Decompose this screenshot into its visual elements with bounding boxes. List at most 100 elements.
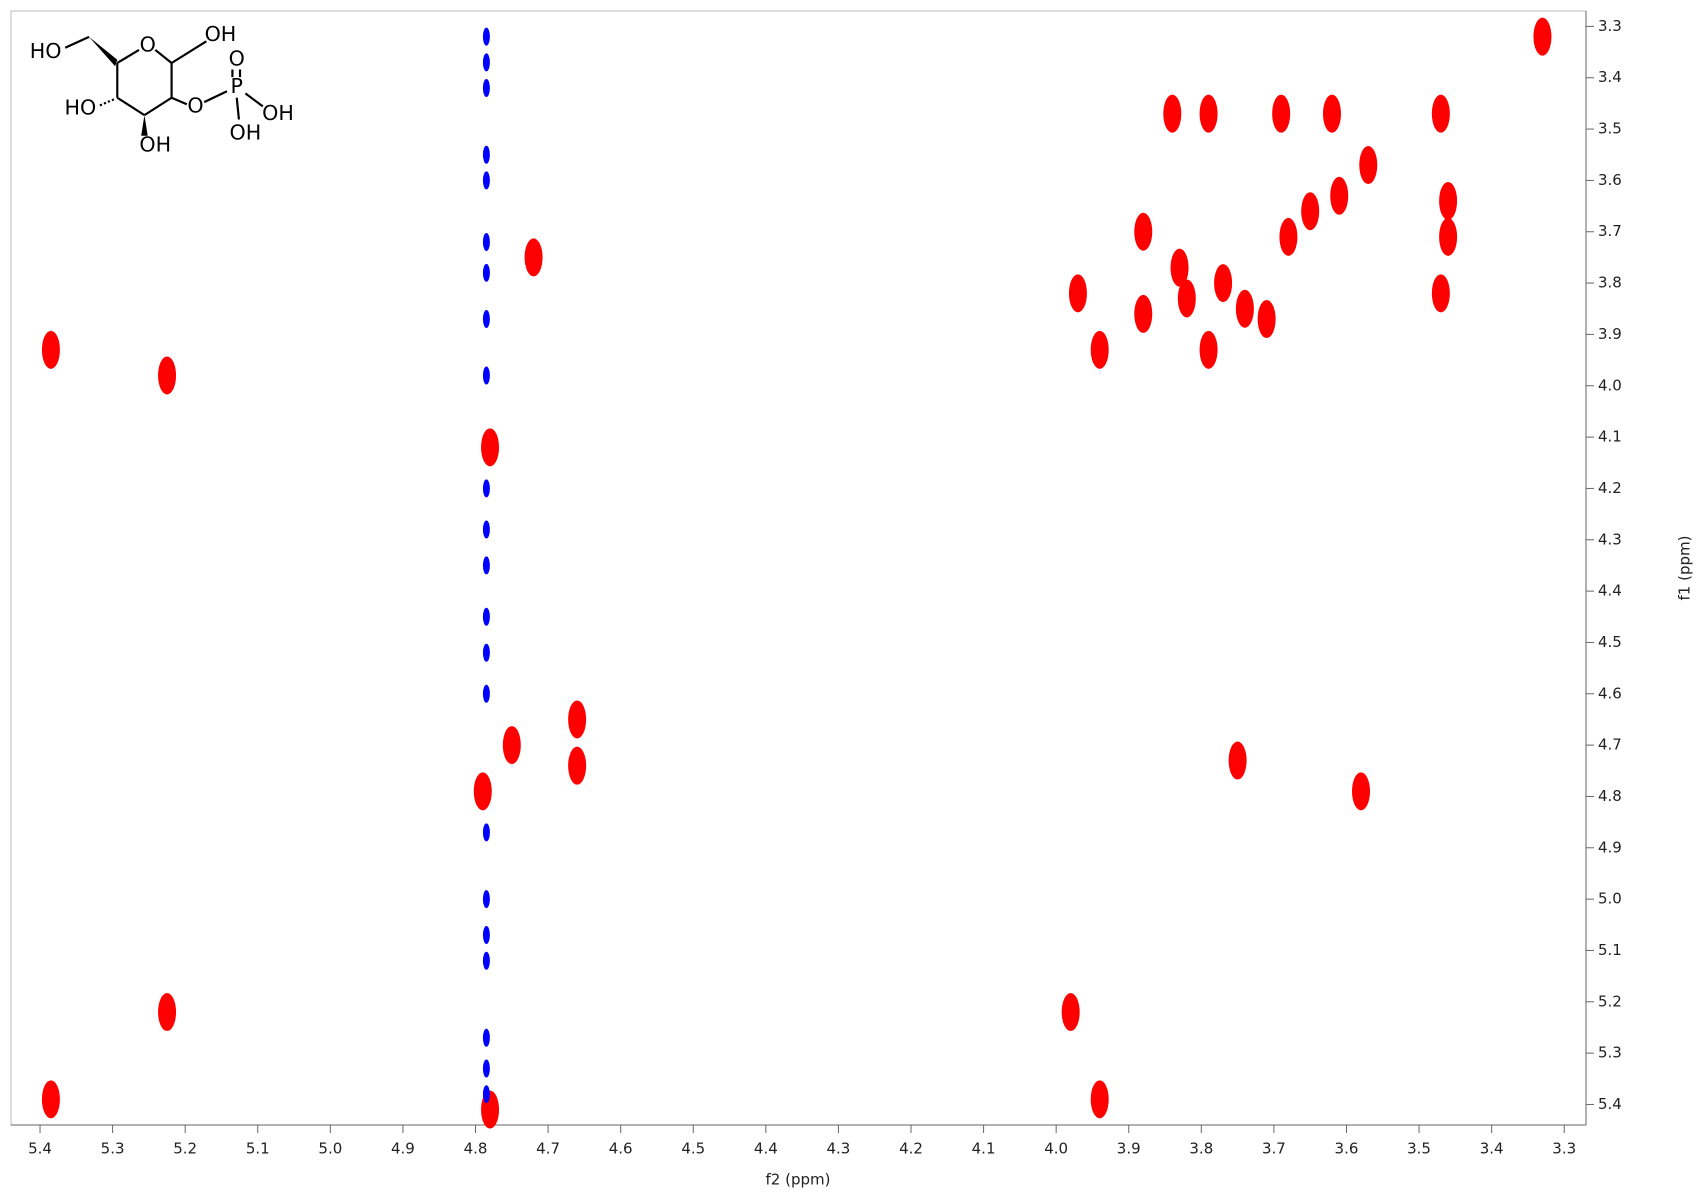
y-tick-label: 3.6 bbox=[1598, 171, 1622, 189]
atom-label: O bbox=[187, 93, 203, 117]
atom-label: OH bbox=[262, 101, 294, 125]
cross-peak bbox=[1134, 213, 1152, 251]
cross-peak bbox=[483, 520, 490, 538]
cross-peak bbox=[1134, 295, 1152, 333]
y-tick-label: 4.7 bbox=[1598, 736, 1622, 754]
cross-peak bbox=[483, 1029, 490, 1047]
x-tick-label: 5.1 bbox=[246, 1140, 270, 1158]
cross-peak bbox=[483, 264, 490, 282]
x-tick-label: 4.6 bbox=[609, 1140, 633, 1158]
cross-peak bbox=[483, 366, 490, 384]
cross-peak bbox=[1200, 331, 1218, 369]
cross-peak bbox=[1432, 274, 1450, 312]
cross-peak bbox=[483, 1060, 490, 1078]
y-tick-label: 4.9 bbox=[1598, 838, 1622, 856]
x-tick-label: 4.5 bbox=[681, 1140, 705, 1158]
cross-peak bbox=[158, 993, 176, 1031]
cross-peak bbox=[1533, 18, 1551, 56]
y-tick-label: 5.1 bbox=[1598, 941, 1622, 959]
cross-peak bbox=[483, 53, 490, 71]
cross-peak bbox=[1279, 218, 1297, 256]
x-tick-label: 4.8 bbox=[464, 1140, 488, 1158]
cross-peak bbox=[42, 1080, 60, 1118]
x-tick-label: 4.1 bbox=[972, 1140, 996, 1158]
y-tick-label: 3.3 bbox=[1598, 17, 1622, 35]
cross-peak bbox=[483, 171, 490, 189]
cross-peak bbox=[483, 644, 490, 662]
x-tick-label: 3.8 bbox=[1189, 1140, 1213, 1158]
cross-peak bbox=[483, 556, 490, 574]
cross-peak bbox=[481, 428, 499, 466]
cross-peak bbox=[483, 1085, 490, 1103]
cross-peak bbox=[1200, 95, 1218, 133]
y-tick-label: 3.5 bbox=[1598, 120, 1622, 138]
cross-peak bbox=[1359, 146, 1377, 184]
y-tick-label: 4.8 bbox=[1598, 787, 1622, 805]
cross-peak bbox=[1178, 279, 1196, 317]
y-tick-label: 3.7 bbox=[1598, 222, 1622, 240]
y-tick-label: 4.4 bbox=[1598, 582, 1622, 600]
cross-peak bbox=[1069, 274, 1087, 312]
x-tick-label: 5.4 bbox=[28, 1140, 52, 1158]
cross-peak bbox=[42, 331, 60, 369]
cross-peak bbox=[483, 952, 490, 970]
cross-peak bbox=[1062, 993, 1080, 1031]
cross-peak bbox=[1323, 95, 1341, 133]
x-tick-label: 3.6 bbox=[1335, 1140, 1359, 1158]
spectrum-view: HO O OH HO O P O OH OH OH f2 (ppm) f1 (p… bbox=[0, 0, 1703, 1196]
x-tick-label: 4.7 bbox=[536, 1140, 560, 1158]
x-tick-label: 4.2 bbox=[899, 1140, 923, 1158]
cross-peak bbox=[483, 233, 490, 251]
y-axis-title: f1 (ppm) bbox=[1676, 536, 1694, 601]
x-tick-label: 4.3 bbox=[826, 1140, 850, 1158]
cross-peak bbox=[1272, 95, 1290, 133]
y-tick-label: 4.1 bbox=[1598, 428, 1622, 446]
atom-label: OH bbox=[230, 121, 262, 145]
x-axis-title: f2 (ppm) bbox=[766, 1171, 831, 1189]
y-tick-label: 5.3 bbox=[1598, 1044, 1622, 1062]
cross-peak bbox=[1214, 264, 1232, 302]
x-tick-label: 4.9 bbox=[391, 1140, 415, 1158]
cross-peak bbox=[568, 700, 586, 738]
y-tick-label: 5.2 bbox=[1598, 992, 1622, 1010]
x-tick-label: 3.9 bbox=[1117, 1140, 1141, 1158]
x-tick-label: 4.4 bbox=[754, 1140, 778, 1158]
x-tick-label: 5.2 bbox=[173, 1140, 197, 1158]
y-tick-label: 3.4 bbox=[1598, 68, 1622, 86]
cross-peak bbox=[1432, 95, 1450, 133]
atom-label: P bbox=[231, 74, 243, 98]
y-tick-label: 5.0 bbox=[1598, 890, 1622, 908]
atom-label: HO bbox=[64, 96, 96, 120]
x-tick-label: 4.0 bbox=[1044, 1140, 1068, 1158]
cross-peak bbox=[1301, 192, 1319, 230]
y-tick-label: 4.3 bbox=[1598, 530, 1622, 548]
cross-peak bbox=[1439, 218, 1457, 256]
cross-peak bbox=[483, 890, 490, 908]
cross-peak bbox=[483, 926, 490, 944]
y-tick-label: 3.9 bbox=[1598, 325, 1622, 343]
y-tick-label: 4.2 bbox=[1598, 479, 1622, 497]
atom-label: OH bbox=[139, 133, 171, 157]
cross-peak bbox=[1229, 742, 1247, 780]
cross-peak bbox=[1091, 1080, 1109, 1118]
cross-peak bbox=[1258, 300, 1276, 338]
cross-peak bbox=[158, 356, 176, 394]
cross-peak bbox=[1091, 331, 1109, 369]
atom-label: HO bbox=[30, 39, 62, 63]
plot-frame bbox=[11, 11, 1586, 1125]
cross-peak bbox=[483, 146, 490, 164]
cross-peak bbox=[1352, 772, 1370, 810]
cross-peak bbox=[483, 823, 490, 841]
cross-peak bbox=[568, 747, 586, 785]
cross-peak bbox=[483, 310, 490, 328]
x-tick-label: 3.5 bbox=[1407, 1140, 1431, 1158]
y-tick-label: 4.6 bbox=[1598, 684, 1622, 702]
atom-label: OH bbox=[205, 22, 237, 46]
cross-peak bbox=[474, 772, 492, 810]
x-tick-label: 3.4 bbox=[1480, 1140, 1504, 1158]
cross-peak bbox=[483, 479, 490, 497]
y-tick-label: 4.0 bbox=[1598, 376, 1622, 394]
cross-peak bbox=[1236, 290, 1254, 328]
x-tick-label: 5.0 bbox=[318, 1140, 342, 1158]
x-tick-label: 3.3 bbox=[1552, 1140, 1576, 1158]
